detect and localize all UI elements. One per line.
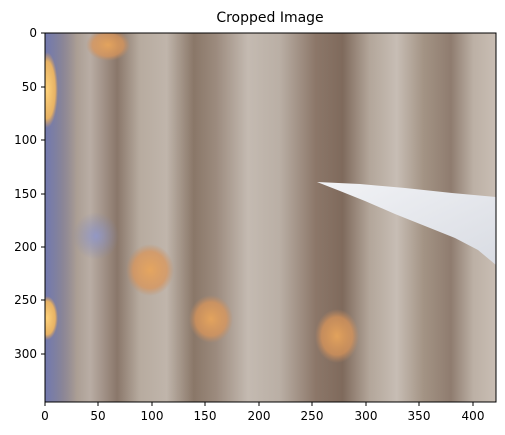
- image-area: [45, 33, 496, 402]
- bokeh-mid-2: [189, 295, 233, 343]
- y-tick-label-300: 300: [14, 347, 37, 361]
- bokeh-left-bottom: [45, 296, 58, 340]
- x-tick-label-100: 100: [141, 409, 164, 423]
- x-tick-label-0: 0: [41, 409, 49, 423]
- x-tick-label-250: 250: [301, 409, 324, 423]
- bokeh-mid-1: [126, 244, 174, 296]
- y-tick-label-150: 150: [14, 187, 37, 201]
- x-tick-label-350: 350: [408, 409, 431, 423]
- bokeh-right: [315, 309, 359, 363]
- chart-title: Cropped Image: [216, 10, 323, 26]
- x-tick-label-300: 300: [355, 409, 378, 423]
- bokeh-blue: [73, 212, 119, 260]
- y-axis-labels: 0 50 100 150 200 250 300: [14, 26, 37, 361]
- y-tick-label-100: 100: [14, 133, 37, 147]
- x-tick-label-400: 400: [462, 409, 485, 423]
- y-axis-ticks: [41, 32, 45, 355]
- x-tick-label-200: 200: [248, 409, 271, 423]
- x-axis-labels: 0 50 100 150 200 250 300 350 400: [41, 409, 484, 423]
- x-tick-label-150: 150: [194, 409, 217, 423]
- y-tick-label-200: 200: [14, 240, 37, 254]
- white-paper-shape: [317, 182, 496, 265]
- x-tick-label-50: 50: [90, 409, 105, 423]
- bokeh-top: [86, 33, 130, 61]
- bokeh-left-top: [45, 52, 58, 128]
- y-tick-label-0: 0: [29, 26, 37, 40]
- y-tick-label-50: 50: [22, 80, 37, 94]
- y-tick-label-250: 250: [14, 293, 37, 307]
- x-axis-ticks: [44, 402, 474, 406]
- axes-frame: [44, 32, 497, 403]
